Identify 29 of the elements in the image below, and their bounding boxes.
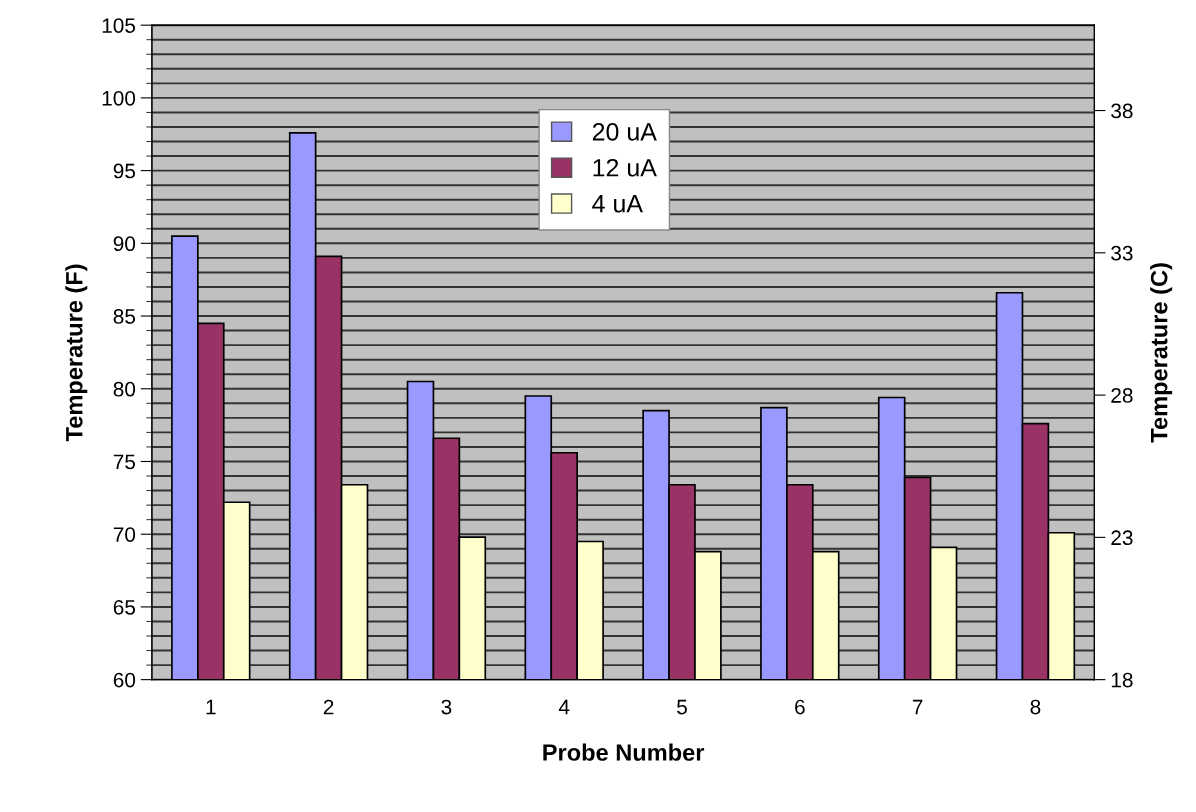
y-tick-label: 85 — [113, 309, 136, 324]
y2-axis-title: Temperature (C) — [1150, 263, 1173, 443]
y2-tick-label: 33 — [1111, 245, 1133, 261]
y-axis-title: Temperature (F) — [65, 264, 88, 442]
legend-label: 4 uA — [592, 195, 643, 213]
x-tick-label: 3 — [441, 699, 452, 715]
y-tick-label: 75 — [113, 454, 136, 470]
y-tick-label: 60 — [113, 672, 136, 688]
y-tick-label: 70 — [113, 527, 136, 542]
x-tick-label: 8 — [1030, 699, 1041, 715]
legend-label: 20 uA — [592, 122, 657, 141]
y-tick-label: 65 — [113, 599, 136, 615]
y2-tick-label: 23 — [1111, 530, 1133, 546]
y2-tick-label: 18 — [1111, 672, 1133, 688]
y-tick-label: 80 — [113, 381, 136, 397]
x-axis-title: Probe Number — [543, 743, 705, 761]
y-tick-label: 100 — [102, 90, 136, 106]
legend-label: 12 uA — [593, 158, 657, 177]
x-tick-label: 5 — [677, 699, 687, 715]
x-tick-label: 2 — [323, 699, 334, 715]
y2-tick-label: 38 — [1111, 103, 1133, 119]
x-tick-label: 4 — [558, 699, 570, 715]
y-tick-label: 90 — [113, 236, 136, 252]
x-tick-label: 6 — [795, 699, 805, 715]
x-tick-label: 1 — [206, 699, 216, 715]
y-tick-label: 105 — [102, 18, 136, 33]
y2-tick-label: 28 — [1111, 388, 1133, 403]
x-tick-label: 7 — [912, 699, 923, 715]
y-tick-label: 95 — [113, 163, 136, 179]
